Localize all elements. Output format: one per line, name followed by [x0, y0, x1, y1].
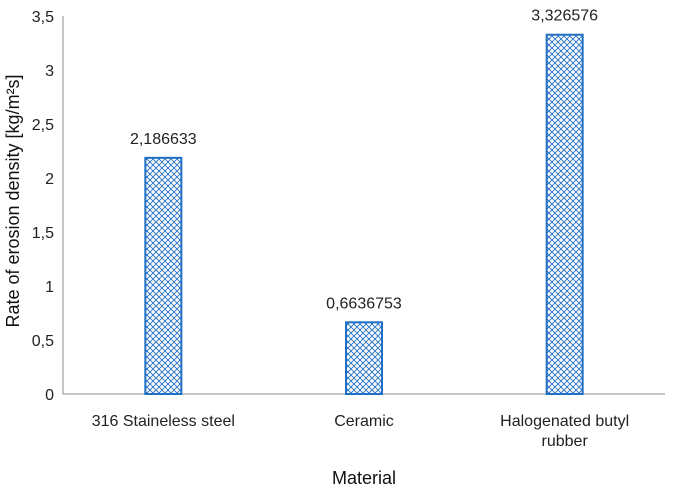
y-tick-label: 2,5 [32, 117, 54, 134]
x-axis-ticks: 316 Staineless steel Ceramic Halogenated b… [92, 413, 629, 450]
y-axis-title: Rate of erosion density [kg/m²s] [3, 74, 23, 327]
data-label: 0,6636753 [326, 295, 402, 312]
x-axis-title: Material [332, 468, 396, 488]
y-axis-ticks: 0 0,5 1 1,5 2 2,5 3 3,5 [32, 9, 54, 404]
x-tick-label: 316 Staineless steel [92, 413, 235, 430]
y-tick-label: 1,5 [32, 225, 54, 242]
y-tick-label: 3,5 [32, 9, 54, 26]
x-tick-label-line: rubber [542, 433, 589, 450]
data-labels: 2,186633 0,6636753 3,326576 [130, 8, 598, 313]
y-tick-label: 2 [45, 171, 54, 188]
bars [144, 33, 584, 395]
x-tick-label-line: Halogenated butyl [500, 413, 629, 430]
data-label: 3,326576 [531, 8, 598, 25]
data-label: 2,186633 [130, 131, 197, 148]
x-tick-label: Ceramic [334, 413, 394, 430]
x-tick-label-line: 316 Staineless steel [92, 413, 235, 430]
x-tick-label: Halogenated butyl rubber [500, 413, 629, 450]
y-tick-label: 3 [45, 63, 54, 80]
y-tick-label: 1 [45, 279, 54, 296]
bar [345, 321, 383, 395]
x-tick-label-line: Ceramic [334, 413, 394, 430]
y-tick-label: 0 [45, 387, 54, 404]
y-tick-label: 0,5 [32, 333, 54, 350]
bar [545, 33, 584, 395]
bar [144, 156, 183, 395]
